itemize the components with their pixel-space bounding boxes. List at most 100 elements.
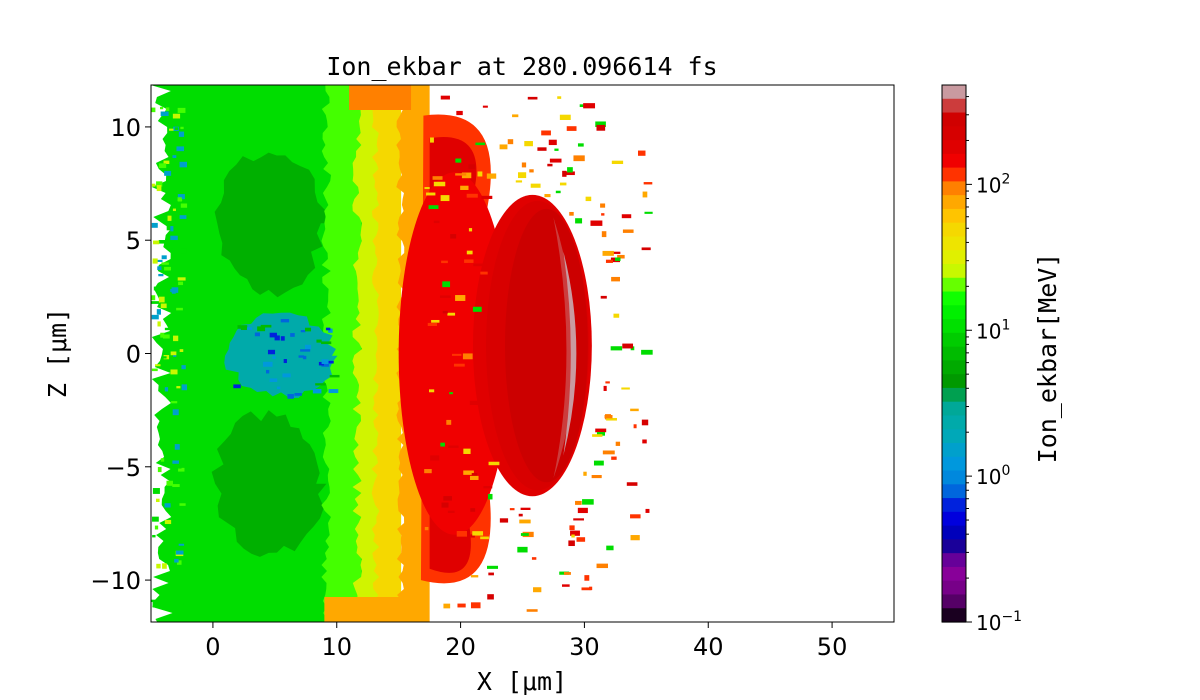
heatmap-speck [568,540,575,547]
heatmap-speck [257,326,266,332]
heatmap-speck [260,324,272,328]
heatmap-speck [633,424,637,429]
heatmap-speck [621,214,632,219]
heatmap-speck [567,167,573,173]
heatmap-speck [254,332,260,337]
heatmap-speck [577,143,584,147]
heatmap-speck [569,211,574,216]
heatmap-speck [157,266,162,271]
heatmap-speck [172,113,181,119]
colorbar-tick-exponent: 2 [1001,171,1010,187]
heatmap-speck [614,257,621,261]
colorbar-level [942,208,966,224]
colorbar-level [942,236,966,251]
colorbar-level [942,181,966,196]
colorbar-tick-base: 10 [976,319,1001,343]
heatmap-speck [177,154,185,160]
heatmap-speck [156,181,163,187]
heatmap-speck [563,171,575,176]
colorbar-level [942,608,966,623]
heatmap-speck [167,215,172,221]
heatmap-speck [447,510,455,514]
x-tick-label: 50 [817,633,848,661]
heatmap-speck [584,575,590,581]
heatmap-speck [477,171,483,177]
heatmap-speck [180,320,188,325]
heatmap-speck [327,360,334,364]
heatmap-speck [298,355,305,358]
heatmap-speck [153,240,160,245]
heatmap-speck [174,127,179,131]
heatmap-speck [300,349,311,352]
heatmap-region-dark-green-lower [211,410,327,557]
heatmap-speck [602,250,614,256]
heatmap-speck [170,369,178,375]
heatmap-speck [524,141,533,147]
heatmap-speck [152,516,159,522]
heatmap-speck [455,295,466,301]
heatmap-speck [305,344,312,350]
colorbar-level [942,498,966,513]
heatmap-speck [169,490,176,494]
heatmap-speck [153,286,159,291]
heatmap-speck [151,368,158,372]
heatmap-speck [643,182,653,185]
heatmap-speck [559,182,567,186]
heatmap-speck [585,196,592,202]
heatmap-speck [447,312,456,316]
heatmap-speck [564,572,571,575]
heatmap-region-light-green-band [321,85,362,622]
heatmap-speck [163,160,170,165]
colorbar-level [942,195,966,210]
heatmap-speck [566,126,577,131]
heatmap-speck [171,401,178,404]
heatmap-speck [590,220,603,226]
heatmap-speck [233,384,241,389]
heatmap-speck [172,484,180,488]
colorbar-tick-base: 10 [976,173,1001,197]
colorbar-level [942,222,966,238]
heatmap-speck [428,389,435,393]
heatmap-speck [602,450,615,455]
colorbar-level [942,429,966,444]
heatmap-speck [151,107,156,113]
heatmap-speck [471,473,478,477]
heatmap-speck [591,475,602,479]
heatmap-speck [452,353,462,356]
heatmap-speck [180,203,188,208]
heatmap-speck [269,378,278,383]
heatmap-speck [154,525,159,530]
heatmap-speck [174,444,180,450]
colorbar-level [942,415,966,430]
heatmap-speck [442,310,448,314]
heatmap-speck [151,599,157,603]
heatmap-speck [179,349,184,352]
x-tick-label: 30 [569,633,600,661]
colorbar-level [942,153,966,169]
colorbar-level [942,250,966,265]
heatmap-speck [601,213,605,216]
heatmap-speck [573,155,585,162]
heatmap-speck [517,172,527,179]
colorbar-level [942,264,966,279]
x-axis-label: X [μm] [477,667,567,696]
heatmap-speck [287,394,294,399]
heatmap-speck [449,392,453,395]
heatmap-speck [518,513,523,517]
colorbar-level [942,167,966,182]
chart-title: Ion_ekbar at 280.096614 fs [326,52,717,81]
heatmap-speck [570,530,580,536]
heatmap-speck [520,533,529,536]
heatmap-speck [600,295,607,299]
heatmap-speck [469,400,480,405]
heatmap-speck [468,228,473,232]
heatmap-speck [170,243,174,249]
heatmap-speck [606,417,617,421]
heatmap-speck [463,448,471,454]
heatmap-speck [512,114,519,118]
heatmap-speck [164,327,172,331]
heatmap-speck [179,161,187,168]
y-tick-label: 0 [126,341,141,369]
colorbar-level [942,470,966,485]
